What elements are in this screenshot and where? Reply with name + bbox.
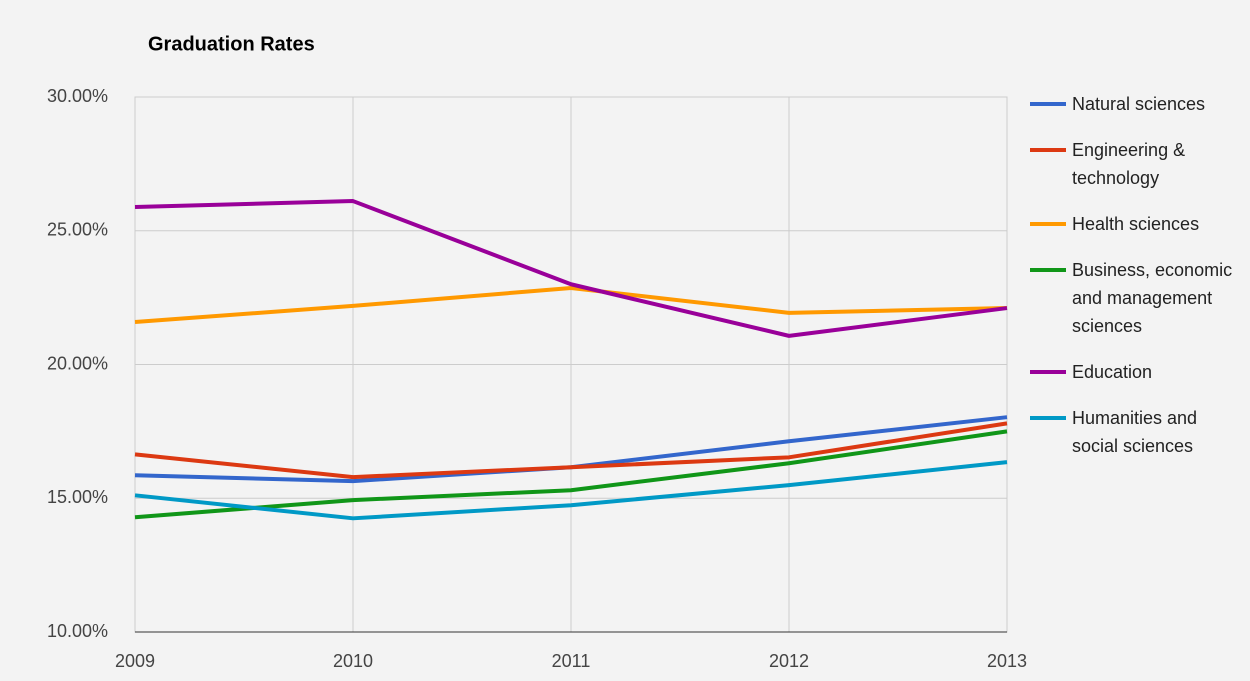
legend: Natural sciences Engineering & technology… [1030, 90, 1245, 478]
legend-entry: Health sciences [1030, 210, 1245, 238]
legend-entry: Business, economic and management scienc… [1030, 256, 1245, 340]
legend-entry: Natural sciences [1030, 90, 1245, 118]
y-tick-label: 25.00% [47, 220, 108, 240]
series-line [134, 429, 1008, 520]
x-tick-label: 2010 [333, 651, 373, 671]
legend-label: Education [1072, 362, 1153, 382]
x-tick-label: 2011 [552, 651, 591, 671]
legend-swatch [1030, 416, 1066, 420]
y-tick-label: 30.00% [47, 86, 108, 106]
x-tick-label: 2013 [987, 651, 1027, 671]
y-tick-label: 15.00% [47, 487, 108, 507]
y-tick-label: 20.00% [47, 353, 108, 373]
legend-swatch [1030, 102, 1066, 106]
legend-label: Natural sciences [1072, 94, 1206, 114]
x-tick-label: 2009 [115, 651, 155, 671]
legend-entry: Engineering & technology [1030, 136, 1245, 192]
series-line [134, 460, 1008, 521]
series-line [134, 199, 1008, 338]
legend-swatch [1030, 222, 1066, 226]
y-tick-label: 10.00% [47, 621, 108, 641]
series-line [134, 285, 1008, 324]
chart-title: Graduation Rates [148, 33, 315, 55]
legend-label: Business, economic and management scienc… [1072, 260, 1233, 336]
legend-entry: Humanities and social sciences [1030, 404, 1245, 460]
legend-label: Humanities and social sciences [1072, 408, 1198, 456]
legend-label: Engineering & technology [1072, 140, 1186, 188]
legend-swatch [1030, 370, 1066, 374]
legend-label: Health sciences [1072, 214, 1200, 234]
x-tick-label: 2012 [769, 651, 809, 671]
legend-swatch [1030, 268, 1066, 272]
series-line [134, 421, 1008, 480]
legend-entry: Education [1030, 358, 1245, 386]
legend-swatch [1030, 148, 1066, 152]
